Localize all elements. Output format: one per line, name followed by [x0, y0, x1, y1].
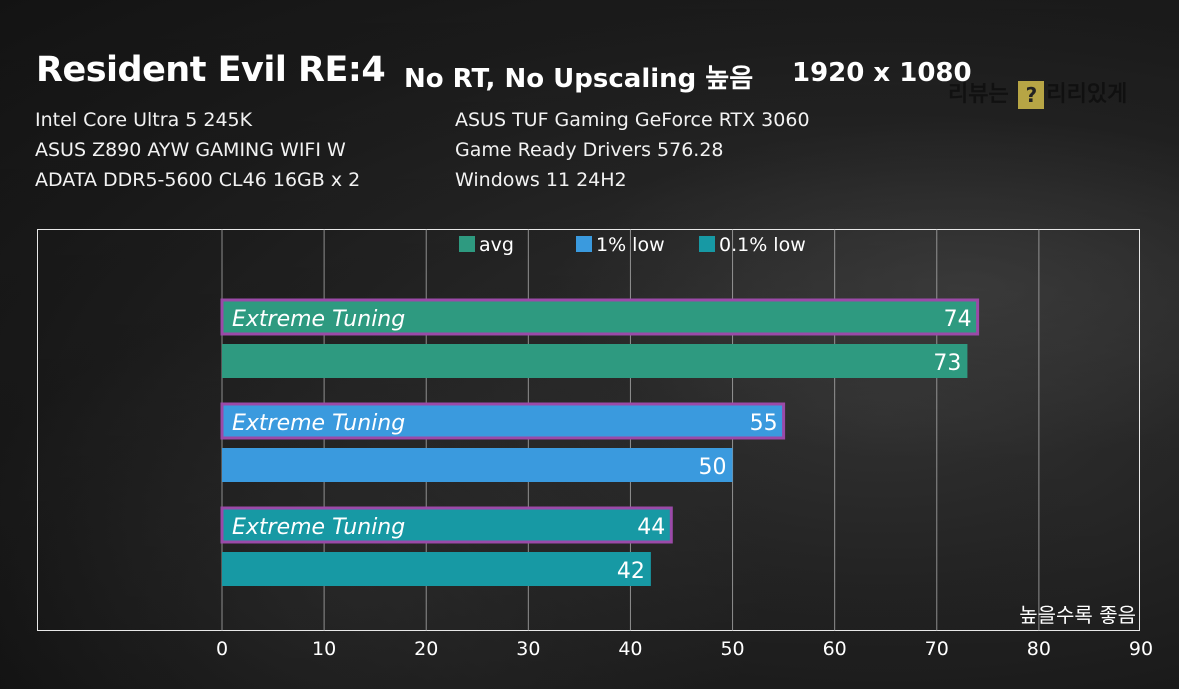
legend-label: 1% low	[596, 234, 665, 256]
bar-value-label: 74	[944, 307, 972, 332]
legend-label: 0.1% low	[719, 234, 806, 256]
chart-subtitle: No RT, No Upscaling 높음	[404, 64, 754, 94]
x-tick-label: 50	[720, 638, 744, 660]
watermark-right: 리리있게	[1046, 82, 1128, 107]
spec-memory: ADATA DDR5-5600 CL46 16GB x 2	[35, 169, 361, 191]
watermark: 리뷰는 ? 리리있게	[948, 76, 1127, 109]
bar-value-label: 44	[637, 515, 665, 540]
bar-value-label: 42	[617, 559, 645, 584]
watermark-badge: ?	[1018, 81, 1045, 109]
bar	[222, 552, 651, 586]
spec-cpu: Intel Core Ultra 5 245K	[35, 109, 253, 131]
spec-driver: Game Ready Drivers 576.28	[455, 139, 724, 161]
x-tick-label: 80	[1027, 638, 1051, 660]
legend-swatch	[576, 236, 592, 252]
bar	[222, 344, 968, 378]
legend-label: avg	[479, 234, 514, 256]
chart-title: Resident Evil RE:4	[36, 50, 386, 90]
legend-swatch	[459, 236, 475, 252]
x-tick-label: 90	[1129, 638, 1153, 660]
bar-category-label: Extreme Tuning	[232, 307, 405, 332]
spec-gpu: ASUS TUF Gaming GeForce RTX 3060	[455, 109, 810, 131]
legend-swatch	[699, 236, 715, 252]
bar	[220, 506, 673, 544]
bar	[220, 298, 980, 336]
x-tick-label: 70	[925, 638, 949, 660]
bar	[220, 402, 786, 440]
bar-category-label: Extreme Tuning	[232, 411, 405, 436]
x-tick-label: 0	[216, 638, 228, 660]
plot-area	[37, 229, 1140, 631]
resolution-label: 1920 x 1080	[792, 58, 972, 88]
spec-os: Windows 11 24H2	[455, 169, 627, 191]
watermark-left: 리뷰는	[948, 82, 1009, 107]
x-tick-label: 20	[414, 638, 438, 660]
x-tick-label: 10	[312, 638, 336, 660]
bar-value-label: 55	[750, 411, 778, 436]
bar-value-label: 73	[933, 351, 961, 376]
bar	[222, 448, 733, 482]
x-tick-label: 40	[618, 638, 642, 660]
spec-motherboard: ASUS Z890 AYW GAMING WIFI W	[35, 139, 346, 161]
x-tick-label: 30	[516, 638, 540, 660]
x-tick-label: 60	[823, 638, 847, 660]
higher-is-better-note: 높을수록 좋음	[1019, 603, 1136, 627]
bar-value-label: 50	[699, 455, 727, 480]
bar-category-label: Extreme Tuning	[232, 515, 405, 540]
